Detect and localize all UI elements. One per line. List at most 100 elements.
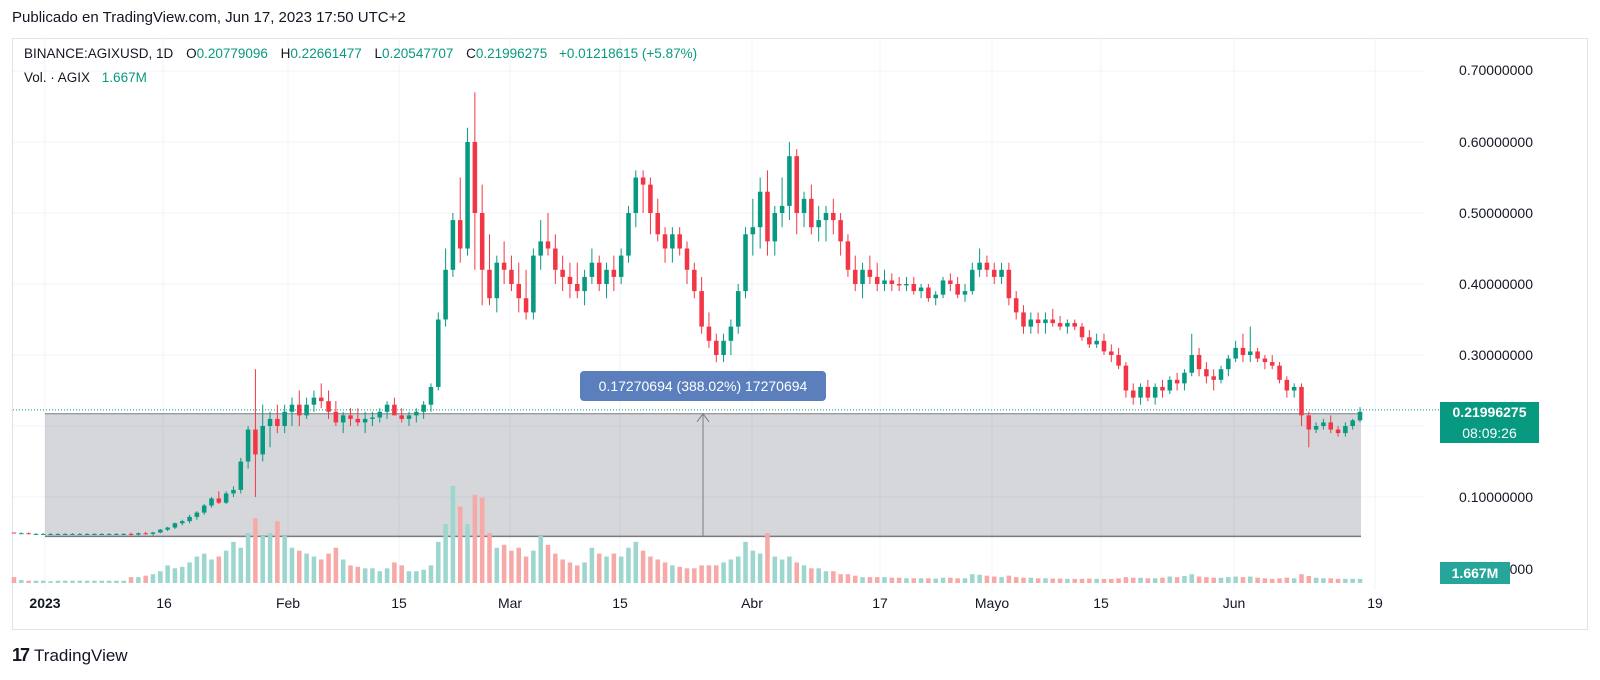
candle-body xyxy=(1065,323,1070,327)
candle-body xyxy=(575,284,580,292)
candle-body xyxy=(611,269,617,277)
candle-body xyxy=(1021,312,1026,327)
volume-bar xyxy=(275,521,280,583)
candle-body xyxy=(1343,426,1348,434)
volume-bar xyxy=(26,580,31,583)
candle-body xyxy=(765,191,770,242)
volume-bar xyxy=(1357,578,1363,583)
volume-bar xyxy=(348,565,353,583)
candle-body xyxy=(172,523,178,528)
candle-body xyxy=(106,533,112,535)
volume-bar xyxy=(633,541,639,583)
volume-bar xyxy=(1087,578,1092,583)
candle-body xyxy=(831,213,836,221)
candle-body xyxy=(282,411,287,426)
candle-body xyxy=(670,234,675,249)
candle-body xyxy=(384,404,390,412)
volume-bar xyxy=(11,577,17,583)
candle-body xyxy=(55,533,61,535)
candle-body xyxy=(604,269,609,284)
candle-body xyxy=(472,142,478,213)
candle-body xyxy=(948,280,953,284)
legend-symbol[interactable]: BINANCE:AGIXUSD, 1D xyxy=(24,46,174,61)
volume-bar xyxy=(406,571,412,583)
volume-bar xyxy=(809,568,814,583)
volume-bar xyxy=(253,518,258,583)
volume-bar xyxy=(260,535,265,583)
volume-bar xyxy=(216,556,222,583)
volume-bar xyxy=(414,571,419,583)
candle-body xyxy=(1357,411,1363,421)
candle-body xyxy=(838,220,843,242)
candle-body xyxy=(1043,319,1048,324)
measure-label[interactable]: 0.17270694 (388.02%) 17270694 xyxy=(580,371,826,401)
volume-bar xyxy=(187,562,192,583)
volume-bar xyxy=(706,565,712,583)
candle-body xyxy=(1299,386,1304,416)
time-tick-label: Mar xyxy=(498,595,522,611)
volume-bar xyxy=(326,553,331,583)
volume-bar xyxy=(333,547,339,583)
candle-body xyxy=(823,213,829,221)
volume-bar xyxy=(1240,577,1246,583)
candle-body xyxy=(713,340,719,355)
legend-low-label: L xyxy=(374,46,383,61)
candle-body xyxy=(757,191,763,228)
candle-body xyxy=(114,533,119,535)
volume-bar xyxy=(443,524,448,583)
volume-legend-label[interactable]: Vol. · AGIX xyxy=(24,70,91,85)
volume-bar xyxy=(750,550,756,583)
candle-body xyxy=(355,418,361,423)
volume-bar xyxy=(560,559,565,583)
volume-bar xyxy=(1299,574,1304,583)
candle-body xyxy=(370,417,375,419)
candle-body xyxy=(143,533,148,535)
candle-body xyxy=(531,255,536,313)
candle-body xyxy=(92,533,97,535)
candle-body xyxy=(1328,422,1334,430)
volume-bar xyxy=(1167,576,1173,583)
candle-body xyxy=(867,269,873,277)
candle-body xyxy=(852,269,858,284)
volume-bar xyxy=(662,562,668,583)
volume-bar xyxy=(1101,578,1107,583)
volume-bar xyxy=(940,577,946,583)
candle-body xyxy=(304,404,309,416)
volume-bar xyxy=(231,541,236,583)
volume-bar xyxy=(77,580,83,583)
volume-bar xyxy=(267,533,273,583)
volume-bar xyxy=(362,568,368,583)
candle-body xyxy=(523,298,529,313)
volume-bar xyxy=(1006,575,1012,583)
tradingview-logo[interactable]: 17 TradingView xyxy=(12,645,128,666)
volume-bar xyxy=(999,577,1004,583)
volume-bar xyxy=(823,571,829,583)
volume-bar xyxy=(121,580,126,583)
volume-bar xyxy=(874,577,880,583)
candle-body xyxy=(33,533,39,535)
candle-body xyxy=(70,533,75,535)
volume-bar xyxy=(779,559,785,583)
volume-bar xyxy=(801,565,807,583)
volume-bar xyxy=(1328,578,1334,583)
candle-body xyxy=(443,269,448,320)
legend-high-label: H xyxy=(280,46,291,61)
volume-bar xyxy=(436,541,441,583)
volume-bar xyxy=(1079,578,1085,583)
candle-body xyxy=(991,269,997,277)
candle-body xyxy=(655,213,661,235)
candle-body xyxy=(1255,351,1260,359)
volume-bar xyxy=(545,544,551,583)
candle-body xyxy=(1160,386,1165,391)
measure-arrow-head xyxy=(696,412,710,423)
legend-high-value: 0.22661477 xyxy=(290,46,362,61)
price-tick-label: 0.60000000 xyxy=(1459,134,1533,150)
candle-body xyxy=(260,426,265,455)
volume-bar xyxy=(670,565,675,583)
candle-body xyxy=(1196,355,1202,370)
candle-body xyxy=(216,498,222,503)
volume-bar xyxy=(1109,578,1114,583)
candle-body xyxy=(721,340,726,355)
volume-bar xyxy=(1262,578,1268,583)
